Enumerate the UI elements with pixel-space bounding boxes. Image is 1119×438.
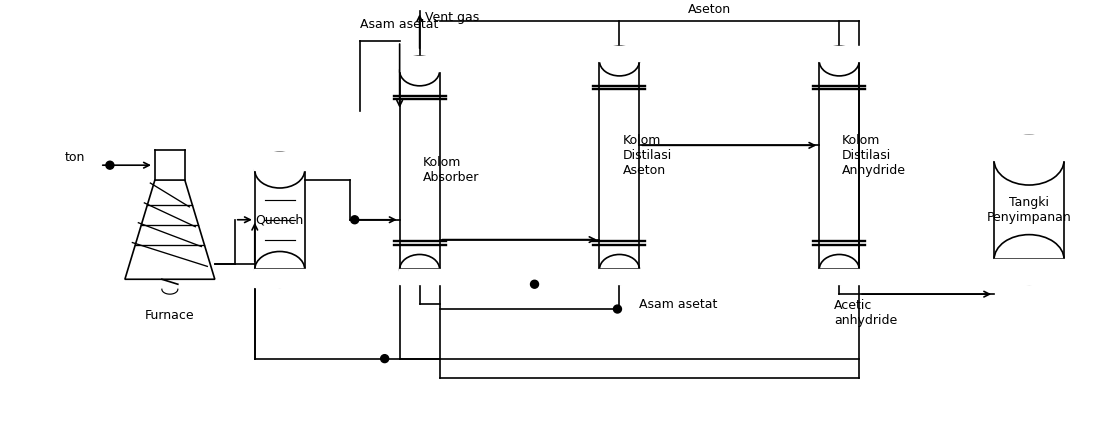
Text: ton: ton bbox=[65, 151, 85, 164]
Polygon shape bbox=[398, 269, 441, 284]
Text: Kolom
Absorber: Kolom Absorber bbox=[423, 156, 479, 184]
Text: Kolom
Distilasi
Anhydride: Kolom Distilasi Anhydride bbox=[843, 134, 906, 177]
Circle shape bbox=[613, 305, 621, 313]
Polygon shape bbox=[599, 269, 640, 284]
Polygon shape bbox=[599, 46, 640, 61]
Polygon shape bbox=[254, 269, 305, 287]
Text: Furnace: Furnace bbox=[145, 309, 195, 322]
Polygon shape bbox=[254, 152, 305, 170]
Polygon shape bbox=[818, 269, 861, 284]
Circle shape bbox=[530, 280, 538, 288]
Circle shape bbox=[350, 216, 359, 224]
Text: Tangki
Penyimpanan: Tangki Penyimpanan bbox=[987, 196, 1072, 224]
Text: Acetic
anhydride: Acetic anhydride bbox=[835, 299, 897, 327]
Circle shape bbox=[106, 161, 114, 169]
Text: Quench: Quench bbox=[255, 213, 304, 226]
Text: Kolom
Distilasi
Aseton: Kolom Distilasi Aseton bbox=[622, 134, 671, 177]
Polygon shape bbox=[398, 56, 441, 71]
Polygon shape bbox=[994, 135, 1065, 160]
Polygon shape bbox=[818, 46, 861, 61]
Circle shape bbox=[380, 355, 388, 363]
Polygon shape bbox=[994, 259, 1065, 284]
Text: Vent gas: Vent gas bbox=[424, 11, 479, 25]
Text: Asam asetat: Asam asetat bbox=[639, 297, 717, 311]
Text: Aseton: Aseton bbox=[688, 4, 731, 16]
Text: Asam asetat: Asam asetat bbox=[359, 18, 438, 31]
